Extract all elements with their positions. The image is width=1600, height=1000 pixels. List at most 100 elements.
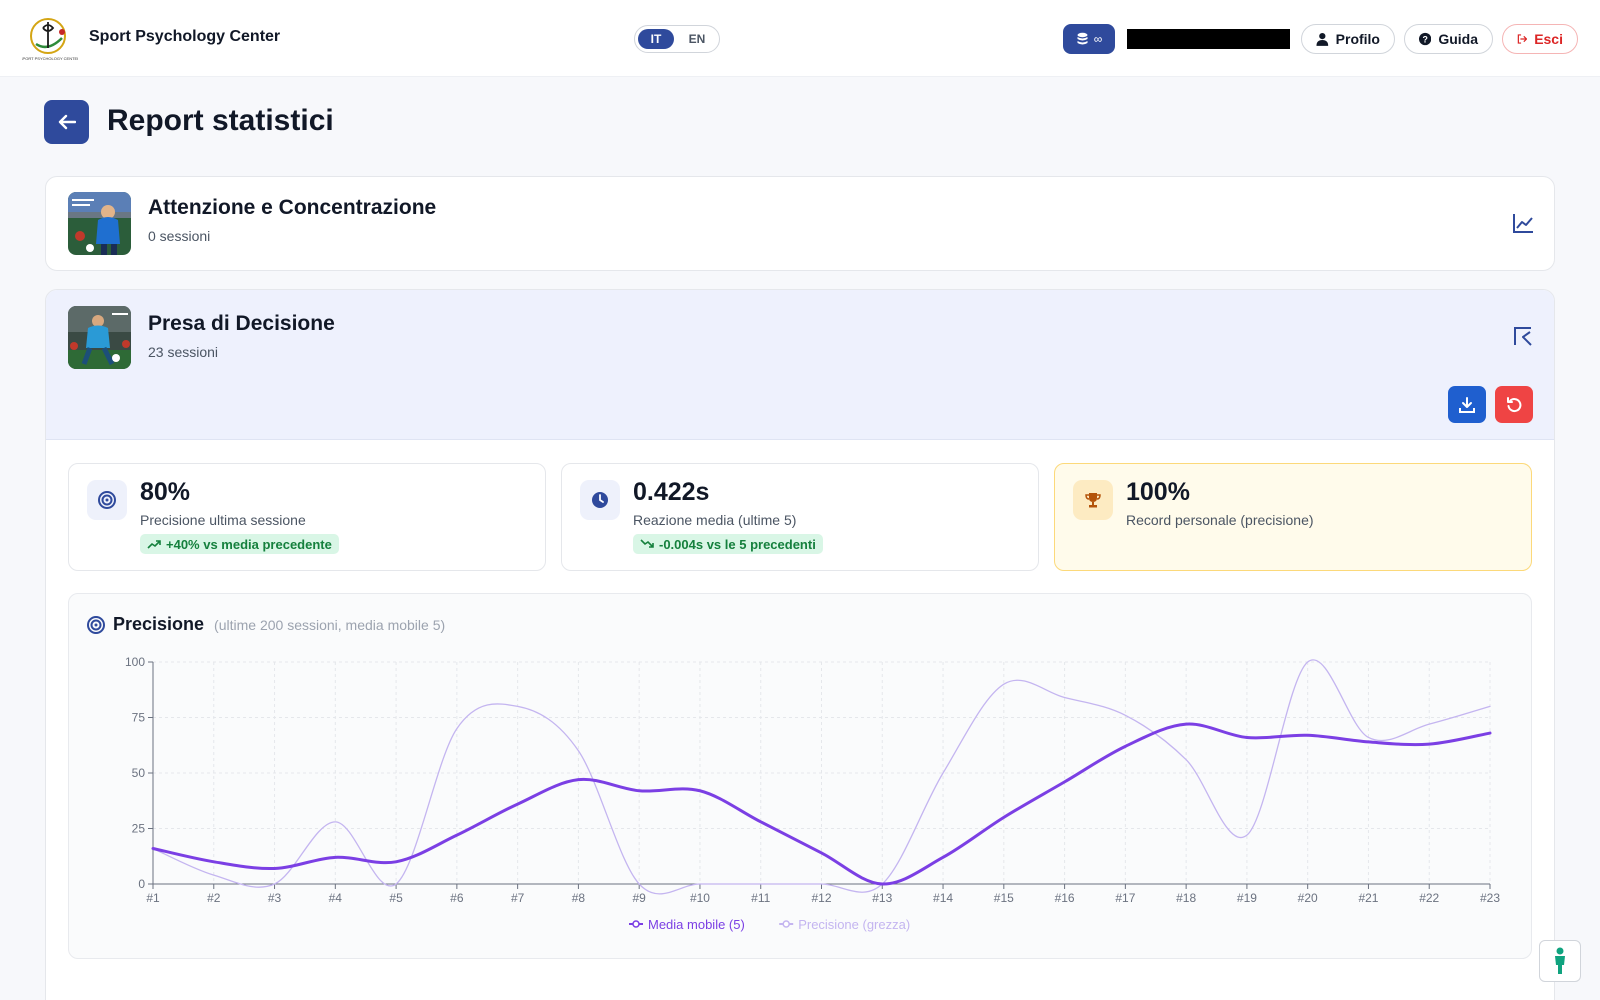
x-tick-label: #6 — [450, 891, 464, 905]
x-tick-label: #13 — [872, 891, 892, 905]
top-bar: SPORT PSYCHOLOGY CENTER Sport Psychology… — [0, 0, 1600, 77]
clock-icon-box — [580, 480, 620, 520]
x-tick-label: #11 — [751, 891, 770, 905]
trend-down-icon — [640, 539, 654, 548]
stat-value: 80% — [140, 478, 191, 506]
stat-label: Record personale (precisione) — [1126, 512, 1314, 528]
x-tick-label: #20 — [1298, 891, 1318, 905]
game-title: Attenzione e Concentrazione — [148, 196, 437, 219]
svg-text:?: ? — [1422, 35, 1427, 45]
guide-label: Guida — [1438, 31, 1478, 47]
profile-label: Profilo — [1335, 31, 1380, 47]
y-tick-label: 100 — [125, 655, 145, 669]
profile-button[interactable]: Profilo — [1301, 24, 1395, 54]
trend-up-icon — [147, 540, 161, 549]
stat-label: Reazione media (ultime 5) — [633, 512, 797, 528]
page-title: Report statistici — [107, 104, 334, 137]
game-card-attention[interactable]: Attenzione e Concentrazione 0 sessioni — [45, 176, 1555, 271]
back-button[interactable] — [44, 100, 89, 144]
trophy-icon-box — [1073, 480, 1113, 520]
arrow-left-icon — [58, 114, 76, 130]
series-line-raw-accuracy — [152, 659, 1491, 895]
game-card-decision: Presa di Decisione 23 sessioni — [45, 289, 1555, 1000]
x-tick-label: #18 — [1176, 891, 1196, 905]
accuracy-chart-card: Precisione (ultime 200 sessioni, media m… — [68, 593, 1532, 959]
y-tick-label: 0 — [138, 877, 145, 891]
chart-header: Precisione (ultime 200 sessioni, media m… — [87, 614, 445, 635]
x-tick-label: #1 — [146, 891, 160, 905]
x-tick-label: #2 — [207, 891, 221, 905]
logout-button[interactable]: Esci — [1502, 24, 1578, 54]
x-tick-label: #17 — [1115, 891, 1135, 905]
stat-delta-text: -0.004s vs le 5 precedenti — [659, 536, 816, 552]
coins-icon — [1077, 32, 1088, 45]
x-tick-label: #19 — [1237, 891, 1257, 905]
stat-card-reaction-time: 0.422s Reazione media (ultime 5) -0.004s… — [561, 463, 1039, 571]
legend-marker — [632, 920, 640, 928]
stat-value: 100% — [1126, 478, 1190, 506]
stat-label: Precisione ultima sessione — [140, 512, 306, 528]
y-tick-label: 75 — [132, 711, 146, 725]
accuracy-line-chart[interactable]: 0 25 50 75 100 #1 #2 #3 #4 #5 #6 #7 #8 #9 #10 #11 #12 #13… — [69, 594, 1533, 960]
x-tick-label: #8 — [572, 891, 586, 905]
chart-title: Precisione — [113, 614, 205, 634]
x-tick-label: #10 — [690, 891, 710, 905]
chart-subtitle: (ultime 200 sessioni, media mobile 5) — [214, 616, 446, 633]
x-tick-label: #21 — [1358, 891, 1378, 905]
lang-it-option[interactable]: IT — [638, 29, 674, 49]
legend-label: Media mobile (5) — [648, 917, 745, 932]
stat-delta-badge: +40% vs media precedente — [140, 534, 339, 554]
collapse-chart-icon[interactable] — [1512, 325, 1534, 347]
logout-label: Esci — [1534, 31, 1563, 47]
clock-icon — [592, 492, 608, 508]
stat-card-personal-record: 100% Record personale (precisione) — [1054, 463, 1532, 571]
x-tick-label: #16 — [1055, 891, 1075, 905]
decision-game-thumbnail — [68, 306, 131, 369]
trophy-icon — [1085, 493, 1101, 508]
download-report-button[interactable] — [1448, 386, 1486, 423]
download-icon — [1459, 396, 1475, 413]
x-tick-label: #4 — [329, 891, 343, 905]
target-icon — [87, 615, 105, 634]
stat-value: 0.422s — [633, 478, 710, 506]
line-chart-icon[interactable] — [1512, 212, 1534, 234]
language-switch: IT EN — [634, 25, 720, 53]
x-tick-label: #7 — [511, 891, 525, 905]
x-tick-label: #3 — [268, 891, 282, 905]
y-tick-label: 25 — [132, 822, 146, 836]
redacted-user-name — [1127, 29, 1290, 49]
lang-en-option[interactable]: EN — [688, 32, 706, 46]
x-tick-label: #12 — [811, 891, 831, 905]
target-icon — [98, 491, 116, 509]
x-tick-label: #23 — [1480, 891, 1500, 905]
credits-value: ∞ — [1093, 32, 1103, 46]
credits-badge[interactable]: ∞ — [1063, 24, 1115, 54]
guide-button[interactable]: ? Guida — [1404, 24, 1493, 54]
series-line-moving-average — [151, 722, 1492, 886]
x-tick-label: #5 — [389, 891, 403, 905]
y-tick-label: 50 — [132, 766, 146, 780]
svg-text:SPORT PSYCHOLOGY CENTER: SPORT PSYCHOLOGY CENTER — [22, 56, 78, 61]
reset-stats-button[interactable] — [1495, 386, 1533, 423]
game-card-header[interactable]: Presa di Decisione 23 sessioni — [46, 290, 1554, 440]
game-title: Presa di Decisione — [148, 312, 335, 335]
x-tick-label: #15 — [994, 891, 1014, 905]
target-icon-box — [87, 480, 127, 520]
attention-game-thumbnail — [68, 192, 131, 255]
game-sessions: 23 sessioni — [148, 344, 219, 360]
user-icon — [1316, 32, 1329, 46]
x-tick-label: #22 — [1419, 891, 1439, 905]
x-tick-label: #14 — [933, 891, 953, 905]
game-sessions: 0 sessioni — [148, 228, 211, 244]
logout-icon — [1517, 34, 1528, 44]
brand-logo[interactable]: SPORT PSYCHOLOGY CENTER — [22, 14, 78, 62]
stat-delta-text: +40% vs media precedente — [166, 536, 332, 552]
stat-delta-badge: -0.004s vs le 5 precedenti — [633, 534, 823, 554]
x-tick-label: #9 — [633, 891, 647, 905]
undo-icon — [1507, 396, 1522, 412]
stat-card-last-accuracy: 80% Precisione ultima sessione +40% vs m… — [68, 463, 546, 571]
accessibility-person-icon — [1555, 947, 1565, 974]
brand-name: Sport Psychology Center — [89, 28, 281, 45]
accessibility-button[interactable] — [1539, 940, 1581, 982]
legend-label: Precisione (grezza) — [798, 917, 910, 932]
